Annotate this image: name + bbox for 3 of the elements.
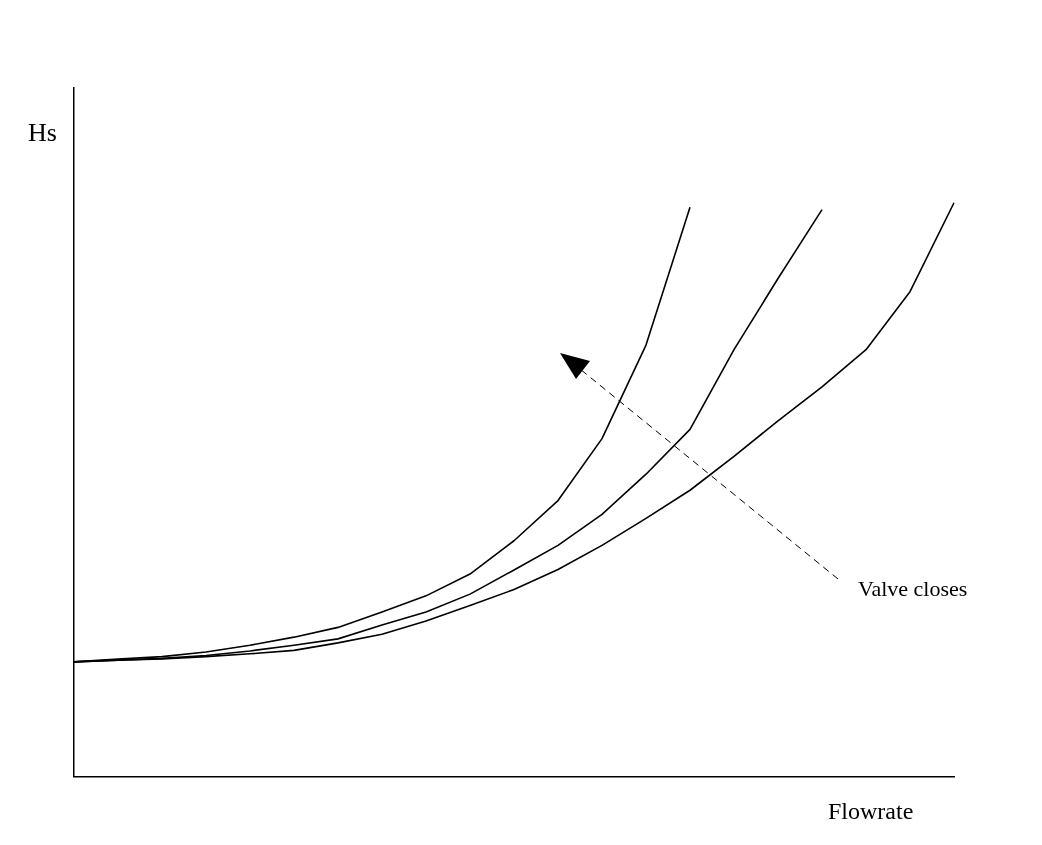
annotation: Valve closes [858, 576, 968, 602]
x-axis-title: Flowrate [828, 798, 914, 825]
y-axis-title: Hs [28, 118, 57, 148]
